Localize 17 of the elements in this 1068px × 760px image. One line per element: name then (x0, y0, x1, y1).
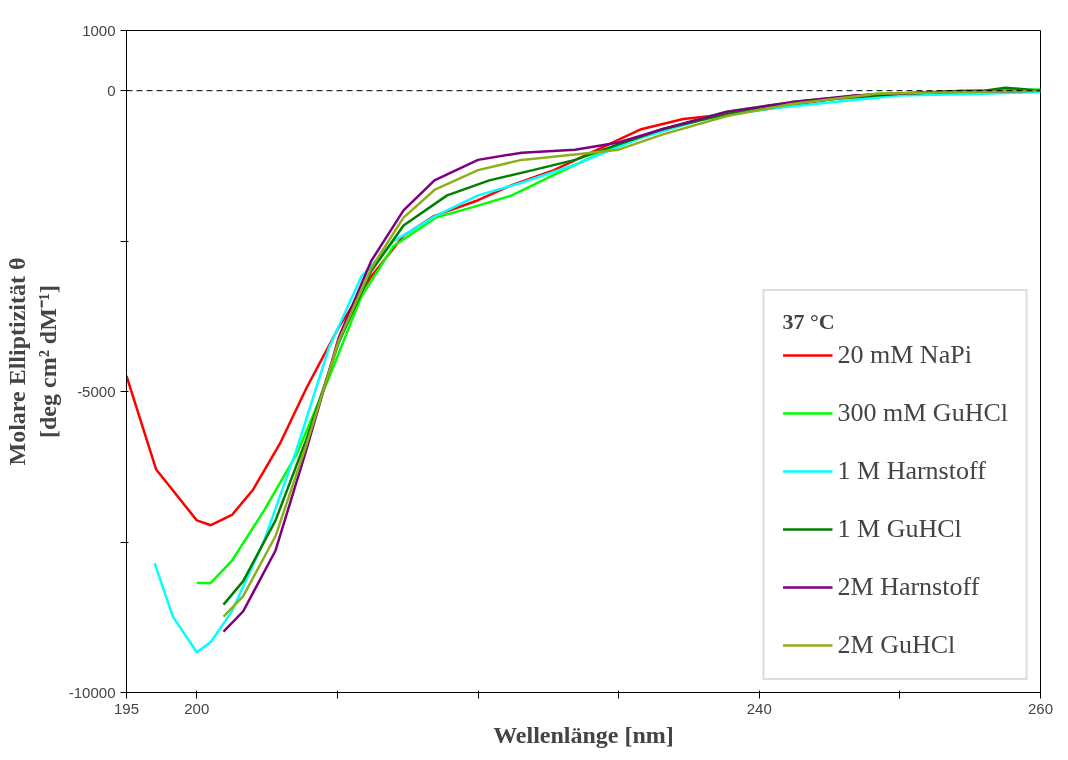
legend-label: 20 mM NaPi (837, 340, 972, 370)
y-tick-label: -5000 (77, 382, 116, 400)
legend-title: 37 °C (782, 309, 836, 335)
y-tick-label: 1000 (82, 21, 116, 39)
y-tick-label: -10000 (68, 683, 116, 701)
legend-label: 2M GuHCl (837, 630, 956, 660)
x-tick-label: 200 (184, 699, 210, 717)
legend-label: 1 M Harnstoff (837, 456, 986, 486)
x-axis-title: Wellenlänge [nm] (493, 721, 674, 748)
legend-label: 300 mM GuHCl (837, 398, 1008, 428)
x-tick-label: 260 (1027, 699, 1054, 717)
y-axis-title: Molare Elliptizität θ [deg cm² dM⁻¹] (3, 257, 61, 466)
x-tick-label: 240 (746, 699, 772, 717)
legend-label: 2M Harnstoff (837, 572, 980, 602)
y-tick-label: 0 (107, 81, 116, 99)
legend-label: 1 M GuHCl (837, 514, 962, 544)
x-tick-label: 195 (113, 699, 140, 717)
